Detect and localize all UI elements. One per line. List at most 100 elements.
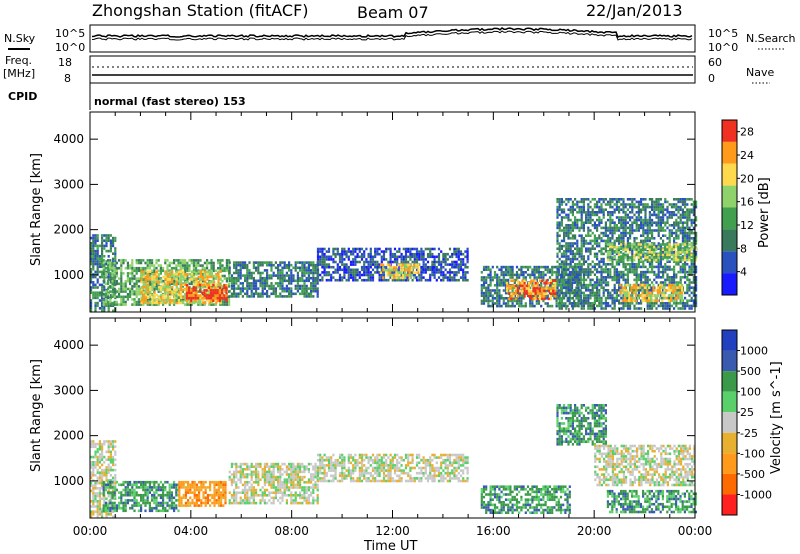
heatmap-cell <box>237 279 240 283</box>
heatmap-cell <box>686 278 689 282</box>
heatmap-cell <box>107 255 110 258</box>
heatmap-cell <box>202 275 205 279</box>
heatmap-cell <box>140 303 143 306</box>
heatmap-cell <box>188 301 191 305</box>
heatmap-cell <box>589 296 592 300</box>
heatmap-cell <box>602 260 605 263</box>
heatmap-cell <box>684 231 687 235</box>
heatmap-cell <box>195 283 198 286</box>
heatmap-cell <box>210 294 213 297</box>
heatmap-cell <box>576 224 579 227</box>
heatmap-cell <box>210 273 213 276</box>
heatmap-cell <box>235 276 238 280</box>
heatmap-cell <box>659 247 662 250</box>
heatmap-cell <box>199 273 202 276</box>
heatmap-cell <box>225 266 228 270</box>
heatmap-cell <box>567 198 570 201</box>
heatmap-cell <box>248 276 251 280</box>
heatmap-cell <box>142 266 145 270</box>
heatmap-cell <box>577 276 580 279</box>
heatmap-cell <box>655 229 658 232</box>
heatmap-cell <box>644 211 647 214</box>
heatmap-cell <box>615 203 618 206</box>
heatmap-cell <box>518 286 521 290</box>
heatmap-cell <box>602 208 605 211</box>
heatmap-cell <box>94 252 97 255</box>
heatmap-cell <box>571 291 574 295</box>
heatmap-cell <box>399 266 402 269</box>
heatmap-cell <box>598 216 601 219</box>
heatmap-cell <box>137 290 140 293</box>
heatmap-cell <box>571 302 574 305</box>
heatmap-cell <box>690 268 693 271</box>
heatmap-cell <box>677 208 680 211</box>
heatmap-cell <box>692 302 695 305</box>
heatmap-cell <box>600 218 603 222</box>
heatmap-cell <box>609 211 612 214</box>
heatmap-cell <box>94 249 97 253</box>
heatmap-cell <box>574 291 577 295</box>
heatmap-cell <box>270 274 273 277</box>
heatmap-cell <box>457 255 460 259</box>
heatmap-cell <box>579 273 582 277</box>
heatmap-cell <box>515 276 519 279</box>
heatmap-cell <box>281 282 284 285</box>
heatmap-cell <box>559 265 563 269</box>
heatmap-cell <box>162 269 165 273</box>
heatmap-cell <box>653 208 656 211</box>
heatmap-cell <box>398 278 401 282</box>
heatmap-cell <box>182 301 185 305</box>
heatmap-cell <box>109 272 112 275</box>
heatmap-cell <box>681 270 684 274</box>
heatmap-cell <box>640 302 643 305</box>
heatmap-cell <box>679 276 682 279</box>
heatmap-cell <box>149 301 152 305</box>
heatmap-cell <box>182 275 185 279</box>
heatmap-cell <box>653 302 656 305</box>
heatmap-cell <box>124 295 127 299</box>
heatmap-cell <box>602 286 605 289</box>
heatmap-cell <box>406 274 409 277</box>
heatmap-cell <box>607 239 610 243</box>
heatmap-cell <box>323 273 326 277</box>
heatmap-cell <box>400 273 403 277</box>
heatmap-cell <box>250 284 253 288</box>
heatmap-cell <box>626 253 629 257</box>
heatmap-cell <box>598 265 601 269</box>
heatmap-cell <box>270 282 273 285</box>
heatmap-cell <box>399 271 402 274</box>
heatmap-cell <box>582 304 585 308</box>
heatmap-cell <box>307 269 310 272</box>
heatmap-cell <box>642 218 645 222</box>
heatmap-cell <box>261 261 264 264</box>
heatmap-cell <box>545 279 548 282</box>
heatmap-cell <box>629 231 632 235</box>
heatmap-cell <box>157 282 160 286</box>
heatmap-cell <box>569 242 572 245</box>
heatmap-cell <box>182 283 185 286</box>
heatmap-cell <box>648 283 651 287</box>
heatmap-cell <box>444 260 447 264</box>
heatmap-cell <box>129 290 132 293</box>
heatmap-cell <box>246 279 249 283</box>
heatmap-cell <box>615 278 618 282</box>
station-title: Zhongshan Station (fitACF) <box>92 1 309 20</box>
heatmap-cell <box>413 273 416 277</box>
heatmap-cell <box>101 275 104 279</box>
heatmap-cell <box>675 260 678 263</box>
heatmap-cell <box>686 239 689 243</box>
heatmap-cell <box>644 239 647 243</box>
heatmap-cell <box>164 270 167 273</box>
heatmap-cell <box>574 242 577 245</box>
heatmap-cell <box>305 271 308 275</box>
heatmap-cell <box>677 289 680 292</box>
heatmap-cell <box>241 284 244 288</box>
heatmap-cell <box>193 283 196 286</box>
heatmap-cell <box>596 255 599 258</box>
heatmap-cell <box>303 289 306 293</box>
heatmap-cell <box>216 294 219 297</box>
heatmap-cell <box>103 299 106 302</box>
heatmap-cell <box>502 281 505 284</box>
heatmap-cell <box>500 304 503 308</box>
heatmap-cell <box>662 302 665 305</box>
